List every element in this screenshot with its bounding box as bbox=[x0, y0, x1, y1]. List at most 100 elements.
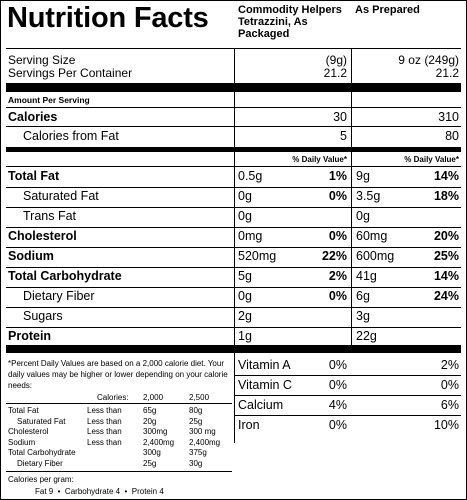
nutrient-row-rule bbox=[6, 247, 461, 248]
footnote-row-2000: 20g bbox=[143, 416, 157, 426]
vitamin-row-rule bbox=[234, 375, 461, 376]
nutrient-dv-packaged: 0% bbox=[328, 229, 347, 243]
calories-per-gram-label: Calories per gram: bbox=[8, 475, 74, 484]
footnote-row-2000: 300g bbox=[143, 448, 161, 457]
footnote-cal-2000: 2,000 bbox=[143, 393, 164, 402]
nutrient-amount-packaged: 0mg bbox=[238, 229, 263, 243]
nutrient-name: Cholesterol bbox=[8, 229, 77, 243]
nutrient-row-rule bbox=[6, 307, 461, 308]
nutrient-amount-packaged: 0.5g bbox=[238, 169, 263, 183]
footnote-cal-2500: 2,500 bbox=[189, 393, 210, 402]
nutrient-amount-packaged: 0g bbox=[238, 189, 252, 203]
serving-size-prepared: 9 oz (249g) bbox=[398, 53, 459, 67]
nutrient-amount-prepared: 0g bbox=[356, 209, 370, 223]
footnote-row-2500: 80g bbox=[189, 406, 203, 415]
nutrient-dv-prepared: 14% bbox=[433, 169, 459, 183]
vitamin-dv-packaged: 0% bbox=[328, 378, 347, 392]
servings-per-container-packaged: 21.2 bbox=[323, 66, 347, 80]
column-header-prepared: As Prepared bbox=[355, 4, 420, 16]
footnote-row-2000: 300mg bbox=[143, 427, 168, 436]
nutrient-name: Total Fat bbox=[8, 169, 60, 183]
footnote-row-2500: 30g bbox=[189, 458, 203, 468]
vitamin-dv-prepared: 0% bbox=[440, 378, 459, 392]
vitamin-dv-prepared: 10% bbox=[433, 418, 459, 432]
footnote-row-2500: 375g bbox=[189, 448, 207, 457]
vitamin-name: Iron bbox=[238, 418, 260, 432]
column-divider-left bbox=[234, 49, 235, 345]
nutrient-amount-prepared: 3.5g bbox=[356, 189, 381, 203]
header-rule bbox=[6, 48, 461, 49]
calories-from-fat-packaged: 5 bbox=[340, 129, 347, 143]
nutrient-amount-prepared: 9g bbox=[356, 169, 370, 183]
rule-amount bbox=[6, 107, 461, 108]
nutrient-amount-prepared: 41g bbox=[356, 269, 377, 283]
nutrient-amount-packaged: 0g bbox=[238, 209, 252, 223]
nutrient-name: Dietary Fiber bbox=[23, 289, 95, 303]
amount-per-serving-label: Amount Per Serving bbox=[8, 95, 90, 105]
nutrient-amount-prepared: 600mg bbox=[356, 249, 395, 263]
nutrient-amount-packaged: 2g bbox=[238, 309, 252, 323]
footnote-row-2500: 2,400mg bbox=[189, 437, 221, 447]
vitamin-name: Vitamin A bbox=[238, 358, 291, 372]
nutrient-amount-packaged: 1g bbox=[238, 329, 252, 343]
footnote-row-condition: Less than bbox=[87, 437, 122, 447]
footnote-row-label: Dietary Fiber bbox=[17, 458, 63, 468]
column-header-packaged: Commodity Helpers Tetrazzini, As Package… bbox=[238, 4, 342, 40]
footnote-row-condition: Less than bbox=[87, 416, 122, 426]
thick-rule-middle bbox=[6, 147, 461, 152]
nutrient-name: Sugars bbox=[23, 309, 63, 323]
nutrient-dv-prepared: 24% bbox=[433, 289, 459, 303]
nutrient-dv-packaged: 2% bbox=[328, 269, 347, 283]
vitamin-dv-packaged: 4% bbox=[328, 398, 347, 412]
vitamin-dv-prepared: 6% bbox=[440, 398, 459, 412]
nutrient-dv-packaged: 0% bbox=[328, 289, 347, 303]
nutrient-dv-prepared: 20% bbox=[433, 229, 459, 243]
calories-label: Calories bbox=[8, 110, 58, 124]
serving-size-label: Serving Size bbox=[8, 53, 76, 67]
nutrient-row-rule bbox=[6, 287, 461, 288]
thick-rule-top bbox=[6, 83, 461, 92]
vitamin-row-rule bbox=[234, 395, 461, 396]
footnote-row-2000: 25g bbox=[143, 458, 157, 468]
footnote-calories-label: Calories: bbox=[97, 393, 129, 402]
footnote-text: *Percent Daily Values are based on a 2,0… bbox=[8, 359, 228, 390]
footnote-row-2500: 300 mg bbox=[189, 427, 216, 436]
footnote-row-label: Cholesterol bbox=[8, 427, 49, 436]
footnote-row-2000: 65g bbox=[143, 406, 157, 415]
vitamin-row-rule bbox=[234, 415, 461, 416]
nutrient-dv-prepared: 18% bbox=[433, 189, 459, 203]
nutrient-row-rule bbox=[6, 227, 461, 228]
vitamin-dv-prepared: 2% bbox=[440, 358, 459, 372]
vitamin-dv-packaged: 0% bbox=[328, 358, 347, 372]
serving-size-packaged: (9g) bbox=[325, 53, 347, 67]
daily-value-header-packaged: % Daily Value* bbox=[292, 155, 347, 164]
servings-per-container-prepared: 21.2 bbox=[435, 66, 459, 80]
footnote-row-condition: Less than bbox=[87, 406, 122, 415]
nutrient-name: Sodium bbox=[8, 249, 54, 263]
nutrient-dv-packaged: 1% bbox=[328, 169, 347, 183]
nutrient-amount-prepared: 60mg bbox=[356, 229, 388, 243]
calories-from-fat-label: Calories from Fat bbox=[23, 129, 119, 143]
nutrient-amount-packaged: 520mg bbox=[238, 249, 277, 263]
column-divider-right bbox=[351, 49, 352, 345]
footnote-row-label: Total Fat bbox=[8, 406, 39, 415]
nutrient-name: Trans Fat bbox=[23, 209, 77, 223]
nutrient-amount-packaged: 5g bbox=[238, 269, 252, 283]
footnote-rule-bottom bbox=[6, 471, 232, 472]
nutrient-row-rule bbox=[6, 187, 461, 188]
nutrient-name: Protein bbox=[8, 329, 52, 343]
thick-rule-bottom bbox=[6, 345, 461, 353]
nutrient-dv-prepared: 14% bbox=[433, 269, 459, 283]
label-title: Nutrition Facts bbox=[7, 2, 209, 34]
footnote-row-condition: Less than bbox=[87, 427, 122, 436]
nutrient-dv-prepared: 25% bbox=[433, 249, 459, 263]
footnote-row-2000: 2,400mg bbox=[143, 437, 175, 447]
footnote-row-label: Total Carbohydrate bbox=[8, 448, 76, 457]
nutrient-dv-packaged: 22% bbox=[321, 249, 347, 263]
footnote-row-2500: 25g bbox=[189, 416, 203, 426]
daily-value-header-prepared: % Daily Value* bbox=[404, 155, 459, 164]
nutrient-name: Total Carbohydrate bbox=[8, 269, 122, 283]
vitamin-divider bbox=[234, 351, 235, 443]
footnote-row-label: Saturated Fat bbox=[17, 416, 66, 426]
